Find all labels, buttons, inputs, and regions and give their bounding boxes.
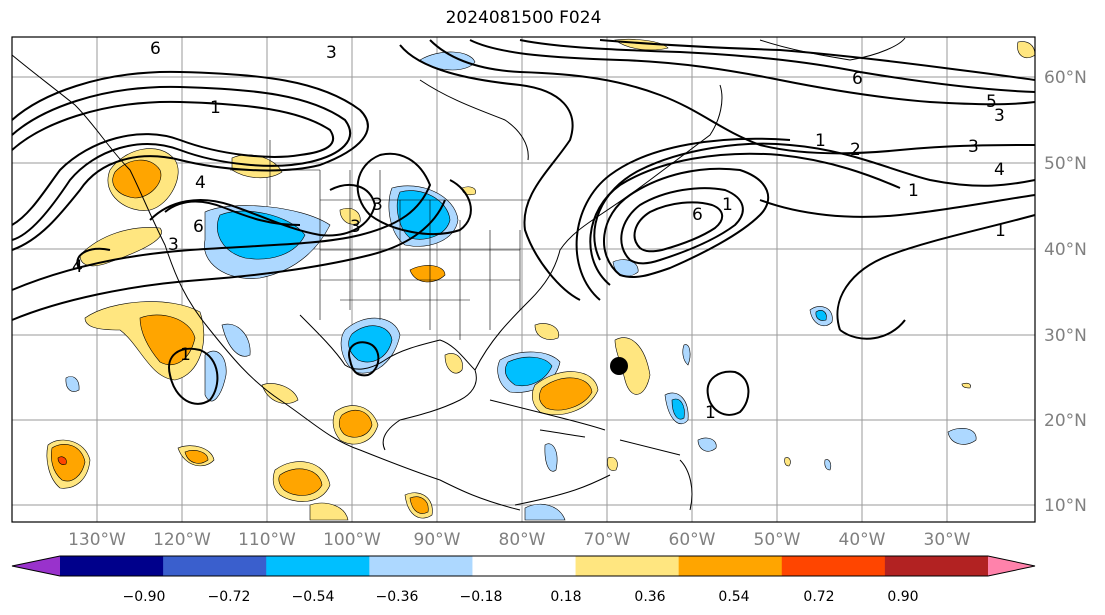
- lat-tick-label: 60°N: [1044, 68, 1087, 88]
- contour-label: 1: [908, 181, 919, 201]
- contour-label: 4: [72, 257, 83, 277]
- colorbar-tick-label: −0.18: [460, 589, 503, 605]
- coastline-greenland: [759, 37, 906, 61]
- contour-label-group: 6 3 1 4 6 3 3 3 1 2 3 4 5 3 6 1 1 6 1 1 …: [72, 39, 1006, 423]
- colorbar-tick-label: 0.18: [550, 589, 581, 605]
- map-background: [12, 37, 1035, 522]
- lon-tick-label: 110°W: [238, 530, 296, 550]
- contour-label: 6: [692, 205, 703, 225]
- colorbar-tick-label: 0.36: [634, 589, 665, 605]
- lon-tick-label: 100°W: [323, 530, 381, 550]
- contour-label: 6: [150, 39, 161, 59]
- contour-label: 3: [168, 235, 179, 255]
- lat-tick-label: 50°N: [1044, 154, 1087, 174]
- contour-label: 3: [350, 217, 361, 237]
- colorbar-extend-min: [12, 556, 60, 576]
- contour-label: 1: [705, 403, 716, 423]
- contour-label: 2: [850, 140, 861, 160]
- coastline-caribbean: [489, 399, 611, 506]
- contour-label: 1: [210, 98, 221, 118]
- lat-tick-label: 30°N: [1044, 326, 1087, 346]
- map-title: 2024081500 F024: [445, 8, 602, 28]
- colorbar-tick-label: 0.72: [803, 589, 834, 605]
- map-border: [11, 36, 1036, 523]
- colorbar-swatch: [575, 556, 680, 576]
- contour-label: 5: [986, 92, 997, 112]
- contour-label: 3: [372, 195, 383, 215]
- colorbar-swatch: [266, 556, 370, 576]
- lat-tick-label: 40°N: [1044, 240, 1087, 260]
- coastline-gulf: [299, 314, 477, 451]
- lon-tick-label: 130°W: [68, 530, 126, 550]
- contour-label: 1: [180, 345, 191, 365]
- colorbar-swatch: [472, 556, 577, 576]
- colorbar-tick-label: 0.54: [718, 589, 749, 605]
- coastline-east: [474, 84, 723, 371]
- storm-center-marker: [610, 357, 628, 375]
- colorbar-extend-max: [988, 556, 1035, 576]
- longitude-axis: 130°W 120°W 110°W 100°W 90°W 80°W 70°W 6…: [68, 530, 971, 550]
- lat-tick-label: 10°N: [1044, 496, 1087, 516]
- colorbar-tick-label: −0.72: [208, 589, 251, 605]
- coastlines: [11, 37, 906, 511]
- contour-small-low-3: [706, 370, 750, 416]
- colorbar: [11, 555, 1036, 577]
- contour-label: 4: [994, 160, 1005, 180]
- colorbar-swatch: [163, 556, 267, 576]
- lon-tick-label: 70°W: [584, 530, 631, 550]
- contour-label: 1: [722, 195, 733, 215]
- contour-label: 3: [994, 106, 1005, 126]
- colorbar-swatch: [369, 556, 473, 576]
- colorbar-outline: [11, 555, 1036, 577]
- graticule: [12, 37, 1035, 522]
- map-panel: 6 3 1 4 6 3 3 3 1 2 3 4 5 3 6 1 1 6 1 1 …: [11, 36, 1036, 523]
- contour-label: 1: [815, 131, 826, 151]
- contour-label: 4: [195, 173, 206, 193]
- contour-small-low-2: [348, 341, 380, 377]
- lon-tick-label: 60°W: [669, 530, 716, 550]
- latitude-axis: 60°N 50°N 40°N 30°N 20°N 10°N: [1044, 68, 1087, 516]
- contour-lines: [11, 39, 1036, 416]
- colorbar-swatch: [60, 556, 164, 576]
- colorbar-swatch: [884, 556, 989, 576]
- colorbar-tick-label: −0.36: [376, 589, 419, 605]
- colorbar-tick-label: −0.54: [292, 589, 335, 605]
- positive-core-nw-canada: [112, 159, 162, 199]
- contour-label: 6: [193, 217, 204, 237]
- colorbar-tick-label: 0.90: [887, 589, 918, 605]
- colorbar-swatch: [678, 556, 783, 576]
- contour-label: 1: [995, 221, 1006, 241]
- contour-label: 6: [852, 69, 863, 89]
- colorbar-tick-label: −0.90: [123, 589, 166, 605]
- lat-tick-label: 20°N: [1044, 411, 1087, 431]
- colorbar-labels: −0.90 −0.72 −0.54 −0.36 −0.18 0.18 0.36 …: [123, 589, 919, 605]
- contour-small-low-1: [168, 347, 219, 405]
- lon-tick-label: 40°W: [839, 530, 886, 550]
- lon-tick-label: 90°W: [414, 530, 461, 550]
- coastline-north-america-west: [11, 54, 521, 511]
- lon-tick-label: 50°W: [754, 530, 801, 550]
- coastline-hudson: [419, 79, 529, 161]
- colorbar-swatch: [781, 556, 886, 576]
- lon-tick-label: 30°W: [924, 530, 971, 550]
- contour-label: 3: [968, 137, 979, 157]
- contour-label: 3: [326, 43, 337, 63]
- lon-tick-label: 80°W: [499, 530, 546, 550]
- contour-nw-high-1: [11, 70, 369, 251]
- lon-tick-label: 120°W: [153, 530, 211, 550]
